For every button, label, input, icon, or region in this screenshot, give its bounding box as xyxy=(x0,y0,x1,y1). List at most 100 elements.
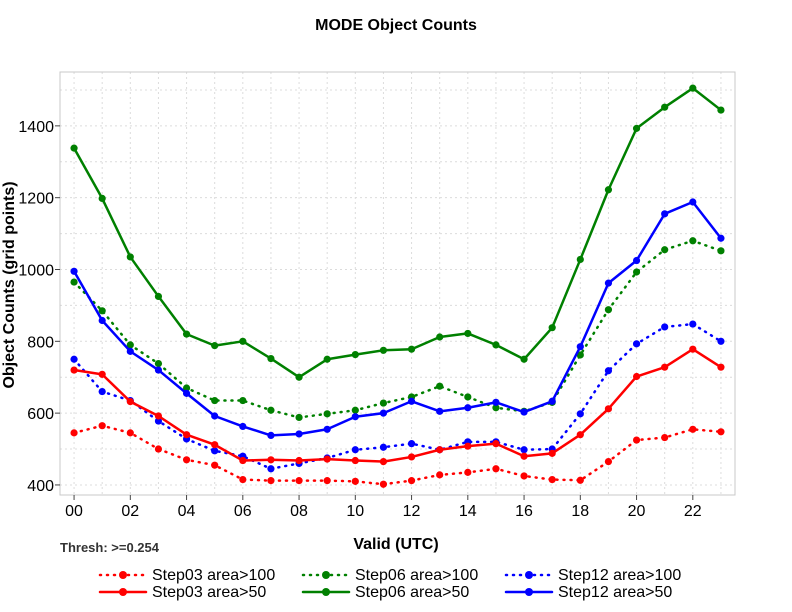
series-step06-area-100 xyxy=(70,237,725,422)
data-point xyxy=(548,324,556,332)
data-point xyxy=(632,268,641,276)
x-tick-label: 02 xyxy=(121,503,139,520)
data-point xyxy=(661,363,669,371)
data-point xyxy=(576,255,584,264)
data-point xyxy=(154,366,163,374)
data-point xyxy=(70,355,78,363)
grid xyxy=(60,72,735,495)
series-step12-area-50 xyxy=(70,198,725,439)
data-point xyxy=(520,472,528,480)
legend-item: Step03 area>50 xyxy=(98,584,266,601)
data-point xyxy=(211,441,219,449)
data-point xyxy=(689,425,697,433)
legend-label: Step12 area>100 xyxy=(558,567,681,584)
data-point xyxy=(407,397,416,405)
data-point xyxy=(70,278,78,286)
data-point xyxy=(351,406,359,414)
data-point xyxy=(154,292,163,301)
series-line xyxy=(72,424,723,486)
data-point xyxy=(520,355,528,363)
x-tick-label: 18 xyxy=(571,503,589,520)
data-point xyxy=(604,367,613,375)
data-point xyxy=(154,359,163,368)
x-tick-label: 12 xyxy=(403,503,421,520)
x-tick-label: 04 xyxy=(178,503,196,520)
data-point xyxy=(211,342,219,350)
y-tick-label: 1000 xyxy=(18,262,54,279)
series-line xyxy=(72,86,723,379)
threshold-annotation: Thresh: >=0.254 xyxy=(60,540,160,555)
data-point xyxy=(379,458,388,466)
x-tick-label: 06 xyxy=(234,503,252,520)
data-point xyxy=(717,428,725,436)
data-point xyxy=(182,431,191,439)
series-line xyxy=(72,347,723,463)
x-tick-label: 10 xyxy=(346,503,364,520)
data-point xyxy=(351,413,359,421)
data-point xyxy=(98,316,106,325)
data-point xyxy=(661,323,669,331)
data-point xyxy=(604,279,613,287)
data-point xyxy=(604,405,613,413)
data-point xyxy=(323,355,331,363)
data-point xyxy=(126,429,134,437)
data-point xyxy=(632,124,641,132)
data-point xyxy=(351,350,359,359)
series-line xyxy=(72,322,723,471)
data-point xyxy=(351,477,359,485)
data-point xyxy=(211,447,219,455)
data-point xyxy=(548,449,556,457)
data-point xyxy=(323,410,331,418)
data-point xyxy=(239,396,247,405)
data-point xyxy=(323,455,331,463)
x-axis-label: Valid (UTC) xyxy=(353,536,438,553)
data-point xyxy=(323,425,331,433)
data-point xyxy=(98,307,106,315)
data-point xyxy=(267,354,275,363)
y-tick-label: 600 xyxy=(27,406,54,423)
data-point xyxy=(661,103,669,111)
data-point xyxy=(239,456,247,465)
data-point xyxy=(154,417,163,425)
data-point xyxy=(632,256,641,265)
legend-item: Step06 area>50 xyxy=(301,584,469,601)
legend-swatch-marker xyxy=(322,588,330,596)
data-point xyxy=(98,387,106,396)
legend-label: Step06 area>50 xyxy=(355,584,469,601)
data-point xyxy=(98,194,106,202)
data-point xyxy=(182,384,191,392)
legend-item: Step12 area>50 xyxy=(504,584,672,601)
legend-item: Step03 area>100 xyxy=(98,567,275,584)
y-axis-label: Object Counts (grid points) xyxy=(1,181,18,388)
data-point xyxy=(717,363,725,371)
data-point xyxy=(492,341,500,349)
data-point xyxy=(182,389,191,397)
x-tick-label: 20 xyxy=(628,503,646,520)
data-point xyxy=(295,456,303,465)
data-point xyxy=(211,461,219,469)
chart-title: MODE Object Counts xyxy=(315,17,477,34)
data-point xyxy=(464,404,472,412)
data-point xyxy=(295,373,303,381)
data-point xyxy=(70,267,78,275)
data-point xyxy=(407,345,416,353)
legend: Step03 area>100 Step06 area>100 Step12 are… xyxy=(98,567,681,601)
data-point xyxy=(604,186,613,194)
data-point xyxy=(267,465,275,473)
data-point xyxy=(464,468,472,476)
data-point xyxy=(379,409,388,417)
data-point xyxy=(436,471,444,479)
data-point xyxy=(689,345,697,353)
data-point xyxy=(98,370,106,378)
data-point xyxy=(436,407,444,415)
data-point xyxy=(717,247,725,255)
data-point xyxy=(70,429,78,437)
data-point xyxy=(295,430,303,438)
legend-item: Step12 area>100 xyxy=(504,567,681,584)
data-point xyxy=(239,422,247,431)
data-point xyxy=(689,237,697,245)
data-point xyxy=(267,477,275,485)
y-tick-label: 400 xyxy=(27,478,54,495)
data-point xyxy=(717,337,725,345)
legend-swatch-marker xyxy=(322,571,330,579)
